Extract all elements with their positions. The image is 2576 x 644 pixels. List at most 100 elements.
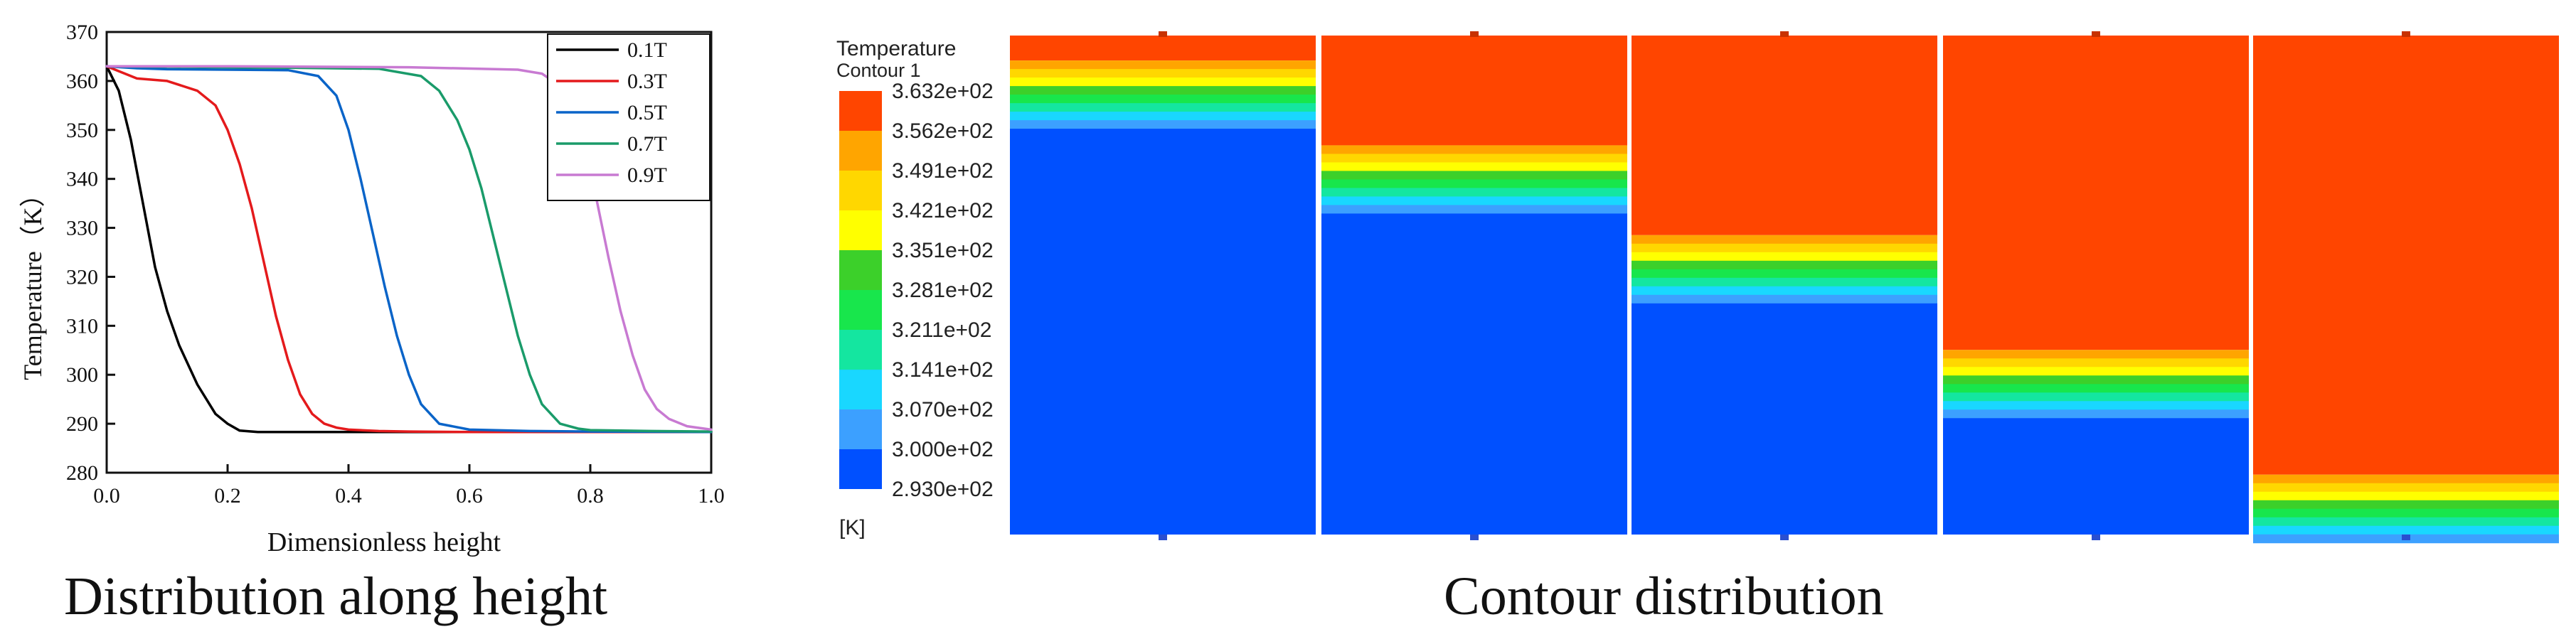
transition-band [1321,162,1627,171]
transition-band [1632,286,1937,296]
x-tick-label: 0.4 [335,484,362,508]
colorbar-tick-label: 3.421e+02 [892,199,994,222]
colorbar-tick-label: 3.141e+02 [892,358,994,382]
outlet-marker [2402,535,2410,540]
series-line-0.7T [105,65,713,433]
temperature-line-chart: 0.0 0.2 0.4 0.6 0.8 1.0 280 290 300 310 320 330 340 3… [18,21,725,557]
colorbar-tick-label: 2.930e+02 [892,478,994,501]
contour-panel-0.9T [2253,31,2559,544]
cold-region [1632,303,1937,535]
plot-frame [105,31,713,474]
transition-band [1010,112,1316,121]
y-axis-label: Temperature（K） [18,181,47,380]
colorbar-tick-label: 3.000e+02 [892,438,994,461]
transition-band [1943,367,2249,376]
hot-region [2253,36,2559,475]
transition-band [1321,171,1627,180]
transition-band [1632,243,1937,253]
caption-contour-distribution: Contour distribution [1444,567,1884,626]
transition-band [2253,500,2559,510]
colorbar-swatch [839,91,882,131]
outlet-marker [1780,535,1789,540]
y-tick-label: 340 [66,168,98,191]
x-tick-label: 0.8 [577,484,604,508]
legend-label-0.5T: 0.5T [627,101,667,124]
transition-band [1010,103,1316,112]
y-tick-label: 350 [66,119,98,142]
legend-label-0.9T: 0.9T [627,163,667,187]
transition-band [1943,375,2249,385]
transition-band [1632,269,1937,279]
y-tick-label: 300 [66,363,98,387]
colorbar-swatches [839,91,882,489]
transition-band [1943,350,2249,359]
colorbar-swatch [839,449,882,489]
transition-band [1010,69,1316,78]
colorbar-swatch [839,290,882,330]
transition-band [1632,260,1937,270]
inlet-marker [2402,31,2410,37]
contour-panel-0.5T [1632,31,1937,540]
transition-band [1321,196,1627,205]
series-line-0.5T [105,65,713,434]
caption-distribution-along-height: Distribution along height [64,567,608,626]
transition-band [2253,491,2559,501]
colorbar-swatch [839,210,882,250]
contour-figure: Temperature Contour 1 3.632e+02 3.562e+02… [836,31,2559,544]
colorbar-title: Temperature [836,37,956,60]
hot-region [1321,36,1627,146]
colorbar-swatch [839,409,882,449]
contour-panel-0.3T [1321,31,1627,540]
colorbar-tick-label: 3.351e+02 [892,239,994,262]
transition-band [1321,205,1627,214]
hot-region [1010,36,1316,61]
inlet-marker [1159,31,1167,37]
outlet-marker [1470,535,1479,540]
legend-box [547,33,710,201]
series-line-0.3T [105,65,713,434]
legend-label-0.1T: 0.1T [627,38,667,62]
cold-region [1321,213,1627,535]
contour-panel-0.7T [1943,31,2249,540]
y-tick-label: 280 [66,461,98,485]
transition-band [1632,277,1937,287]
colorbar-swatch [839,131,882,171]
transition-band [1010,86,1316,95]
cold-region [1943,418,2249,535]
transition-band [2253,483,2559,493]
colorbar-tick-label: 3.211e+02 [892,318,991,342]
transition-band [2253,474,2559,484]
hot-region [1943,36,2249,350]
legend-label-0.7T: 0.7T [627,132,667,156]
y-tick-label: 290 [66,412,98,436]
transition-band [1010,120,1316,129]
y-tick-label: 320 [66,265,98,289]
x-axis-label: Dimensionless height [267,527,501,557]
transition-band [1321,188,1627,197]
transition-band [1943,409,2249,419]
x-tick-label: 0.6 [456,484,483,508]
outlet-marker [1159,535,1167,540]
colorbar-tick-labels: 3.632e+02 3.562e+02 3.491e+02 3.421e+02 3.35… [892,80,994,501]
transition-band [2253,525,2559,535]
transition-band [2253,508,2559,518]
line-chart-legend: 0.1T 0.3T 0.5T 0.7T 0.9T [547,33,710,201]
transition-band [1632,235,1937,245]
colorbar-swatch [839,330,882,370]
colorbar-unit: [K] [839,516,866,540]
y-tick-label: 370 [66,21,98,44]
colorbar-swatch [839,250,882,290]
line-chart-axes: 0.0 0.2 0.4 0.6 0.8 1.0 280 290 300 310 320 330 340 3… [66,21,725,508]
y-tick-label: 330 [66,217,98,240]
inlet-marker [1780,31,1789,37]
cold-region [1010,129,1316,535]
colorbar-tick-label: 3.491e+02 [892,159,994,183]
colorbar-swatch [839,171,882,210]
x-tick-label: 0.0 [93,484,120,508]
contour-colorbar-legend: Temperature Contour 1 3.632e+02 3.562e+02… [836,37,994,540]
transition-band [1010,77,1316,87]
colorbar-tick-label: 3.281e+02 [892,279,994,302]
y-tick-label: 310 [66,314,98,338]
transition-band [1632,294,1937,304]
transition-band [1943,358,2249,367]
